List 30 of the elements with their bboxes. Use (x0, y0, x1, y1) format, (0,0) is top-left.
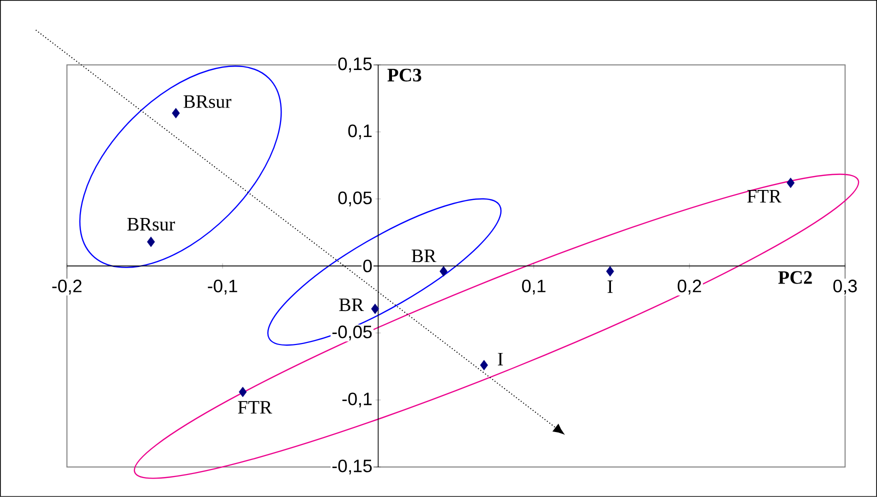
point (172, 108, 180, 118)
point (786, 178, 795, 188)
y-tick-label: -0,05 (332, 326, 372, 340)
x-tick-label: 0,1 (522, 280, 546, 295)
x-axis-title: PC2 (778, 271, 812, 284)
y-axis-title: PC3 (388, 68, 422, 82)
point (480, 360, 488, 370)
annotation: I (498, 352, 503, 366)
y-tick-label: 0 (363, 260, 372, 272)
y-tick-label: 0,05 (338, 192, 372, 206)
y-tick-label: 0,15 (338, 58, 372, 72)
annotation: I (608, 280, 613, 293)
point (147, 236, 155, 248)
x-tick-label: 0,3 (833, 280, 857, 295)
annotation: BR (339, 298, 364, 312)
point (606, 266, 614, 277)
y-tick-label: -0,15 (332, 460, 372, 474)
x-tick-label: -0,1 (208, 280, 238, 295)
annotation: FTR (238, 401, 272, 414)
point (238, 386, 247, 398)
y-tick-label: -0,1 (342, 392, 372, 408)
point (440, 266, 448, 277)
y-tick-label: 0,1 (348, 124, 372, 140)
annotation: FTR (747, 190, 782, 202)
x-tick-label: -0,2 (52, 280, 82, 295)
x-tick-label: 0,2 (678, 280, 702, 295)
point (371, 304, 380, 314)
annotation: BR (412, 250, 436, 262)
annotation: BRsur (184, 95, 232, 108)
annotation: BRsur (127, 218, 175, 231)
